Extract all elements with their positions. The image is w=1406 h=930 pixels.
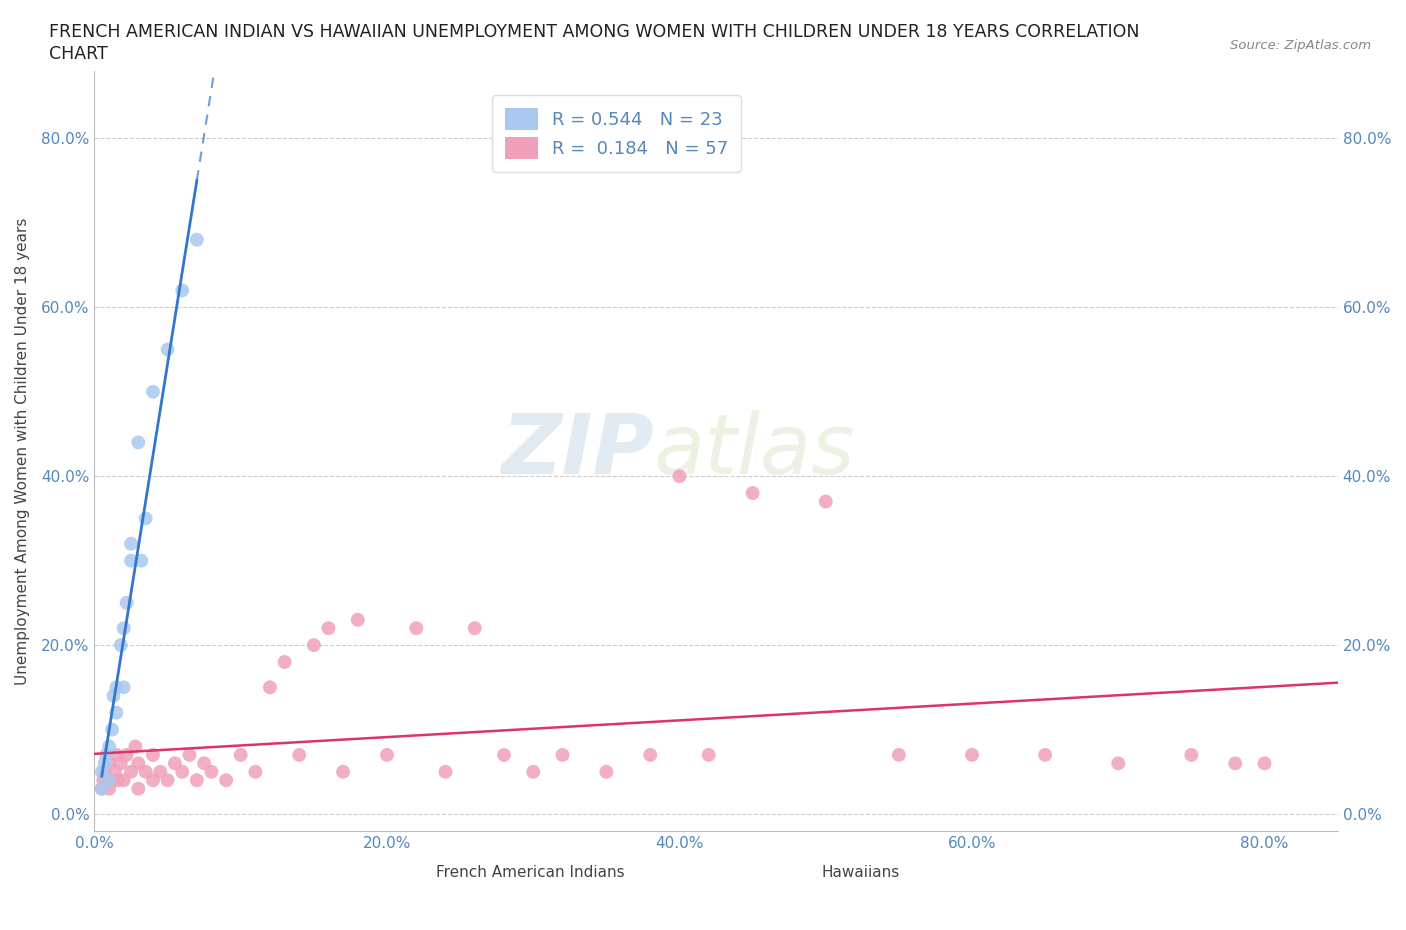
Point — [101, 773, 124, 788]
Point — [288, 748, 311, 763]
Point — [156, 342, 179, 357]
Point — [120, 764, 142, 779]
FancyBboxPatch shape — [778, 864, 810, 886]
Point — [110, 756, 132, 771]
Point — [492, 748, 515, 763]
Point — [98, 773, 121, 788]
Point — [124, 739, 146, 754]
Point — [129, 553, 152, 568]
Point — [638, 748, 661, 763]
Point — [229, 748, 252, 763]
Point — [110, 638, 132, 653]
Point — [127, 435, 149, 450]
Point — [200, 764, 222, 779]
Point — [156, 773, 179, 788]
Point — [215, 773, 238, 788]
Point — [179, 748, 201, 763]
Point — [96, 748, 118, 763]
Text: atlas: atlas — [654, 410, 855, 491]
Point — [149, 764, 172, 779]
Point — [105, 680, 128, 695]
Point — [142, 773, 165, 788]
Point — [90, 764, 112, 779]
Point — [318, 621, 340, 636]
Point — [163, 756, 186, 771]
Point — [245, 764, 267, 779]
Point — [193, 756, 215, 771]
Point — [1180, 748, 1202, 763]
Point — [1107, 756, 1129, 771]
Point — [115, 595, 138, 610]
Point — [112, 680, 135, 695]
FancyBboxPatch shape — [392, 864, 425, 886]
Point — [172, 764, 194, 779]
Point — [142, 384, 165, 399]
Point — [142, 748, 165, 763]
Point — [98, 739, 121, 754]
Point — [668, 469, 690, 484]
Point — [1225, 756, 1247, 771]
Point — [273, 655, 295, 670]
Point — [697, 748, 720, 763]
Point — [103, 688, 125, 703]
Point — [112, 773, 135, 788]
Point — [434, 764, 457, 779]
Point — [595, 764, 617, 779]
Point — [1033, 748, 1056, 763]
Point — [259, 680, 281, 695]
Point — [93, 756, 115, 771]
Point — [93, 764, 115, 779]
Point — [120, 553, 142, 568]
Text: French American Indians: French American Indians — [436, 865, 626, 880]
Point — [98, 756, 121, 771]
Point — [551, 748, 574, 763]
Point — [332, 764, 354, 779]
Point — [127, 756, 149, 771]
Point — [105, 705, 128, 720]
Point — [127, 781, 149, 796]
Point — [302, 638, 325, 653]
Point — [405, 621, 427, 636]
Point — [186, 773, 208, 788]
Point — [814, 494, 837, 509]
Point — [464, 621, 486, 636]
Point — [101, 722, 124, 737]
Point — [135, 511, 157, 525]
Point — [112, 621, 135, 636]
Point — [120, 537, 142, 551]
Text: CHART: CHART — [49, 45, 108, 62]
Point — [186, 232, 208, 247]
Point — [1253, 756, 1275, 771]
Text: Hawaiians: Hawaiians — [821, 865, 900, 880]
Point — [741, 485, 763, 500]
Point — [375, 748, 398, 763]
Point — [346, 612, 368, 627]
Point — [104, 764, 127, 779]
Text: ZIP: ZIP — [502, 410, 654, 491]
Point — [522, 764, 544, 779]
Point — [90, 781, 112, 796]
Point — [91, 773, 114, 788]
Text: FRENCH AMERICAN INDIAN VS HAWAIIAN UNEMPLOYMENT AMONG WOMEN WITH CHILDREN UNDER : FRENCH AMERICAN INDIAN VS HAWAIIAN UNEMP… — [49, 23, 1140, 41]
Point — [960, 748, 983, 763]
Text: Source: ZipAtlas.com: Source: ZipAtlas.com — [1230, 39, 1371, 52]
Point — [115, 748, 138, 763]
Point — [107, 773, 129, 788]
Point — [98, 781, 121, 796]
Point — [90, 781, 112, 796]
Point — [172, 283, 194, 298]
Point — [135, 764, 157, 779]
Point — [887, 748, 910, 763]
Legend: R = 0.544   N = 23, R =  0.184   N = 57: R = 0.544 N = 23, R = 0.184 N = 57 — [492, 95, 741, 172]
Point — [105, 748, 128, 763]
Y-axis label: Unemployment Among Women with Children Under 18 years: Unemployment Among Women with Children U… — [15, 218, 30, 684]
